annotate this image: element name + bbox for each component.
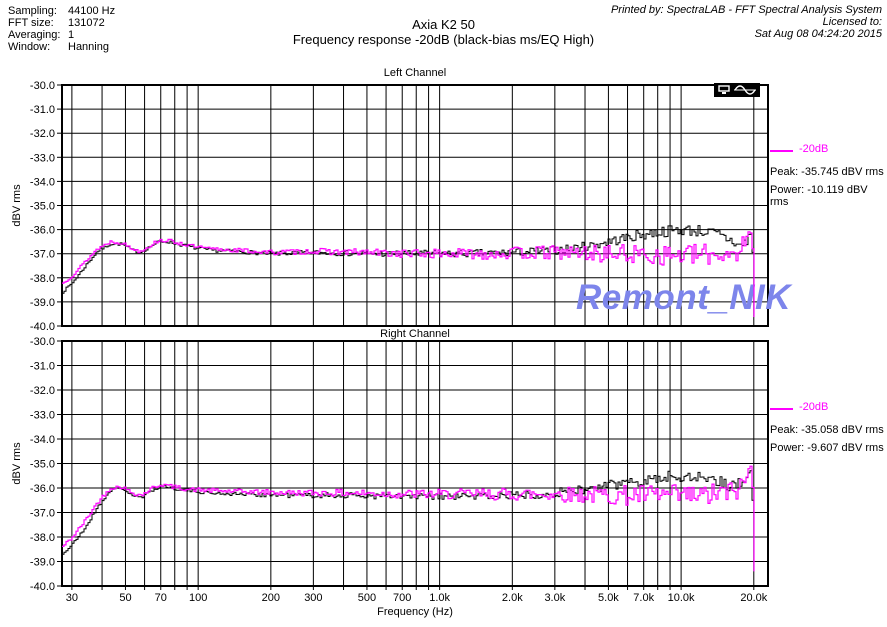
svg-text:20.0k: 20.0k <box>740 592 767 604</box>
title-device: Axia K2 50 <box>412 17 475 32</box>
svg-text:-35.0: -35.0 <box>30 201 55 213</box>
setting-value: Hanning <box>68 41 109 53</box>
svg-text:3.0k: 3.0k <box>544 592 565 604</box>
svg-text:50: 50 <box>119 592 131 604</box>
setting-row: Sampling: 44100 Hz <box>8 5 115 17</box>
svg-text:500: 500 <box>358 592 376 604</box>
peak-value-left: Peak: -35.745 dBV rms <box>770 166 884 178</box>
setting-label: FFT size: <box>8 17 54 29</box>
svg-text:-40.0: -40.0 <box>30 581 55 593</box>
svg-text:-38.0: -38.0 <box>30 532 55 544</box>
title-measurement: Frequency response -20dB (black-bias ms/… <box>292 32 595 47</box>
svg-text:-32.0: -32.0 <box>30 128 55 140</box>
svg-text:-33.0: -33.0 <box>30 410 55 422</box>
svg-text:dBV rms: dBV rms <box>11 184 23 227</box>
svg-text:300: 300 <box>304 592 322 604</box>
watermark: Remont_NIK <box>576 278 793 317</box>
svg-text:1.0k: 1.0k <box>429 592 450 604</box>
page-title: Axia K2 50 Frequency response -20dB (bla… <box>0 17 887 47</box>
power-value-left: Power: -10.119 dBV rms <box>770 184 868 208</box>
svg-text:-35.0: -35.0 <box>30 459 55 471</box>
svg-text:10.0k: 10.0k <box>668 592 695 604</box>
sine-wave-icon <box>734 85 756 95</box>
analysis-settings: Sampling: 44100 Hz FFT size: 131072 Aver… <box>8 5 115 53</box>
svg-text:100: 100 <box>189 592 207 604</box>
licensed-to: Licensed to: <box>822 16 882 28</box>
svg-text:-31.0: -31.0 <box>30 104 55 116</box>
print-timestamp: Sat Aug 08 04:24:20 2015 <box>754 28 882 40</box>
svg-text:Frequency (Hz): Frequency (Hz) <box>377 606 453 618</box>
generator-active-icon <box>714 83 760 97</box>
setting-value: 1 <box>68 29 75 41</box>
svg-text:-36.0: -36.0 <box>30 225 55 237</box>
setting-value: 44100 Hz <box>68 5 116 17</box>
svg-text:5.0k: 5.0k <box>598 592 619 604</box>
peak-value-right: Peak: -35.058 dBV rms <box>770 424 884 436</box>
setting-label: Window: <box>8 41 51 53</box>
power-value-right: Power: -9.607 dBV rms <box>770 442 884 454</box>
svg-text:Left Channel: Left Channel <box>384 67 446 79</box>
legend-swatch-left <box>770 150 793 152</box>
svg-text:-37.0: -37.0 <box>30 508 55 520</box>
legend-swatch-right <box>770 408 793 410</box>
svg-text:Right Channel: Right Channel <box>380 328 450 340</box>
svg-text:200: 200 <box>262 592 280 604</box>
setting-value: 131072 <box>68 17 105 29</box>
svg-text:-32.0: -32.0 <box>30 385 55 397</box>
setting-row: FFT size: 131072 <box>8 17 115 29</box>
svg-text:70: 70 <box>155 592 167 604</box>
svg-text:30: 30 <box>66 592 78 604</box>
svg-text:2.0k: 2.0k <box>502 592 523 604</box>
svg-text:-34.0: -34.0 <box>30 176 55 188</box>
trace-curves <box>62 225 755 572</box>
setting-label: Averaging: <box>8 29 61 41</box>
svg-text:-31.0: -31.0 <box>30 361 55 373</box>
svg-text:700: 700 <box>393 592 411 604</box>
setting-row: Averaging: 1 <box>8 29 115 41</box>
svg-text:-39.0: -39.0 <box>30 557 55 569</box>
svg-text:7.0k: 7.0k <box>633 592 654 604</box>
setting-row: Window: Hanning <box>8 41 115 53</box>
print-info: Printed by: SpectraLAB - FFT Spectral An… <box>611 4 882 40</box>
printed-by: Printed by: SpectraLAB - FFT Spectral An… <box>610 4 882 16</box>
legend-label-right: -20dB <box>799 401 829 413</box>
legend-label-left: -20dB <box>799 143 829 155</box>
svg-text:-30.0: -30.0 <box>30 80 55 92</box>
svg-text:-34.0: -34.0 <box>30 434 55 446</box>
svg-text:-30.0: -30.0 <box>30 336 55 348</box>
svg-text:-36.0: -36.0 <box>30 483 55 495</box>
svg-text:-33.0: -33.0 <box>30 152 55 164</box>
device-glyph-icon <box>718 85 730 94</box>
axis-labels: -30.0 -31.0 -32.0 -33.0 -34.0 -35.0 -36.0 -37.0… <box>11 67 768 618</box>
svg-text:-39.0: -39.0 <box>30 297 55 309</box>
svg-text:-37.0: -37.0 <box>30 249 55 261</box>
setting-label: Sampling: <box>8 5 57 17</box>
svg-text:dBV rms: dBV rms <box>11 442 23 485</box>
svg-text:-38.0: -38.0 <box>30 273 55 285</box>
svg-text:-40.0: -40.0 <box>30 321 55 333</box>
